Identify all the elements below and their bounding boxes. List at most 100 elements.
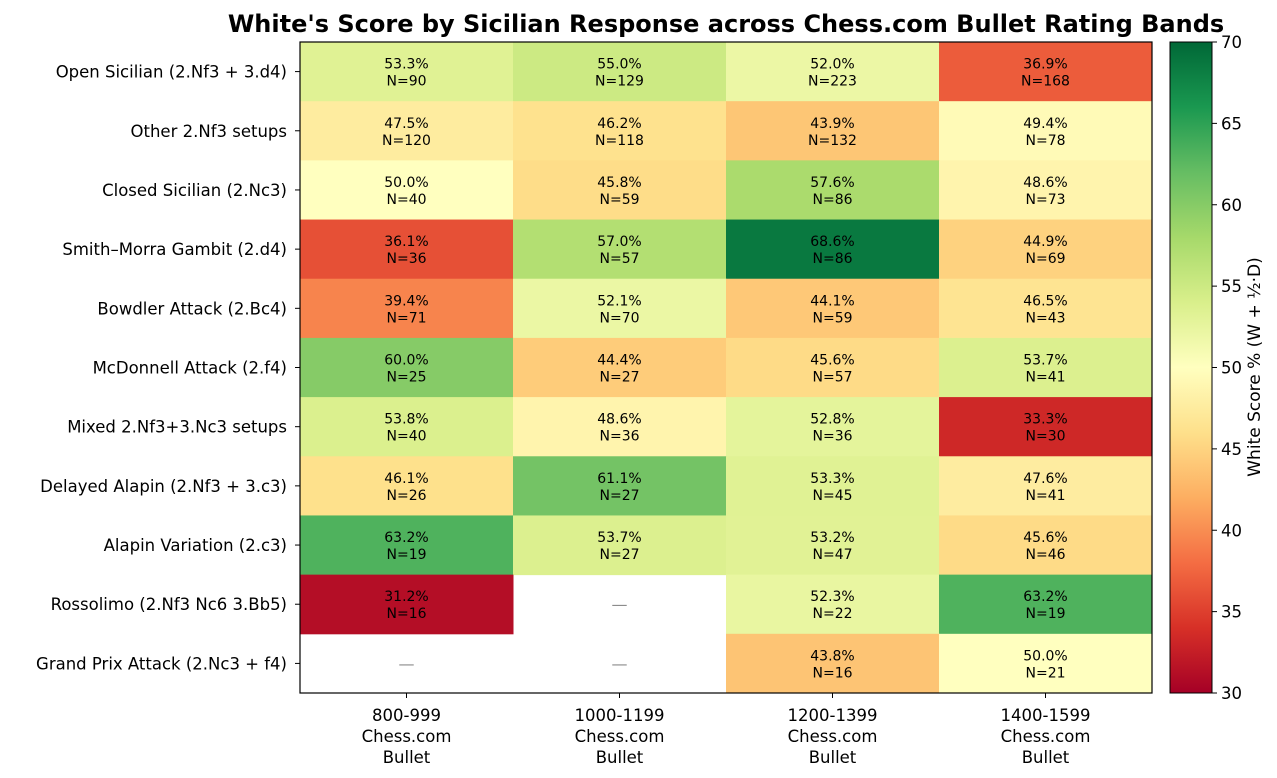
heatmap-cell — [513, 219, 727, 280]
cell-value-label: 55.0% — [597, 57, 641, 73]
cell-value-label: 45.6% — [810, 353, 854, 369]
heatmap-cell — [300, 337, 514, 398]
column-label: 800-999 Chess.com Bullet — [362, 706, 452, 767]
heatmap-cell — [726, 633, 940, 694]
cell-value-label: 48.6% — [597, 412, 641, 428]
cell-value-label: 48.6% — [1023, 175, 1067, 191]
cell-value-label: 52.0% — [810, 57, 854, 73]
cell-value-label: 57.6% — [810, 175, 854, 191]
cell-count-label: N=78 — [1025, 133, 1065, 149]
heatmap-cell — [726, 42, 940, 102]
heatmap-cell — [513, 160, 727, 221]
cell-count-label: N=40 — [386, 429, 426, 445]
row-label: Mixed 2.Nf3+3.Nc3 setups — [67, 418, 287, 437]
heatmap-cell — [939, 574, 1153, 635]
cell-count-label: N=27 — [599, 488, 639, 504]
cell-count-label: N=86 — [812, 192, 852, 208]
cell-value-label: 53.3% — [810, 471, 854, 487]
heatmap-cell — [300, 101, 514, 161]
column-label: 1200-1399 Chess.com Bullet — [788, 706, 878, 767]
cell-count-label: N=57 — [599, 251, 639, 267]
column-labels: 800-999 Chess.com Bullet 1000-1199 Chess.com… — [362, 693, 1091, 767]
row-label: Smith–Morra Gambit (2.d4) — [62, 240, 287, 259]
cell-value-label: 46.5% — [1023, 293, 1067, 309]
row-label: Closed Sicilian (2.Nc3) — [102, 181, 287, 200]
heatmap-cell — [939, 397, 1153, 457]
column-label-line: Bullet — [596, 748, 644, 767]
cell-value-label: 31.2% — [384, 589, 428, 605]
cell-count-label: N=223 — [808, 74, 857, 90]
cell-value-label: 46.2% — [597, 116, 641, 132]
row-label: Bowdler Attack (2.Bc4) — [97, 299, 287, 318]
heatmap-cell — [939, 515, 1153, 576]
heatmap-cell — [300, 278, 514, 339]
heatmap-cell — [300, 456, 514, 516]
heatmap-cell — [300, 160, 514, 221]
cell-value-label: 43.9% — [810, 116, 854, 132]
cell-value-label: 53.2% — [810, 530, 854, 546]
cell-count-label: N=30 — [1025, 429, 1065, 445]
heatmap-cell — [726, 278, 940, 339]
heatmap-cell — [513, 515, 727, 576]
heatmap-cell — [726, 101, 940, 161]
cell-value-label: 60.0% — [384, 353, 428, 369]
heatmap-cell — [726, 160, 940, 221]
cell-count-label: N=129 — [595, 74, 644, 90]
colorbar-ticks: 30 35 40 45 50 55 60 65 70 — [1212, 33, 1242, 703]
cell-count-label: N=71 — [386, 310, 426, 326]
colorbar-tick-label: 35 — [1221, 603, 1242, 622]
cell-count-label: N=16 — [812, 665, 852, 681]
column-label-line: Bullet — [809, 748, 857, 767]
heatmap-cell — [300, 219, 514, 280]
cell-value-label: 52.3% — [810, 589, 854, 605]
cell-count-label: N=59 — [812, 310, 852, 326]
cell-value-label: 52.1% — [597, 293, 641, 309]
cell-count-label: N=36 — [386, 251, 426, 267]
cell-value-label: 45.6% — [1023, 530, 1067, 546]
heatmap-cell — [939, 278, 1153, 339]
cell-value-label: 61.1% — [597, 471, 641, 487]
cell-count-label: N=40 — [386, 192, 426, 208]
heatmap-cell — [726, 515, 940, 576]
row-label: Alapin Variation (2.c3) — [104, 536, 287, 555]
cell-value-label: 39.4% — [384, 293, 428, 309]
colorbar-tick-label: 65 — [1221, 114, 1242, 133]
cell-value-label: 63.2% — [1023, 589, 1067, 605]
heatmap-cell — [513, 397, 727, 457]
column-label-line: 800-999 — [372, 706, 441, 725]
cell-value-label: 44.4% — [597, 353, 641, 369]
column-label-line: 1400-1599 — [1001, 706, 1091, 725]
cell-count-label: N=16 — [386, 606, 426, 622]
heatmap-cell — [513, 337, 727, 398]
heatmap-cell — [300, 515, 514, 576]
cell-count-label: N=90 — [386, 74, 426, 90]
cell-value-label: 45.8% — [597, 175, 641, 191]
row-label: Grand Prix Attack (2.Nc3 + f4) — [36, 654, 287, 673]
heatmap-cell — [939, 101, 1153, 161]
colorbar-tick-label: 45 — [1221, 440, 1242, 459]
cell-count-label: N=41 — [1025, 370, 1065, 386]
cell-count-label: N=27 — [599, 370, 639, 386]
cell-count-label: N=46 — [1025, 547, 1065, 563]
heatmap-cell — [300, 397, 514, 457]
cell-count-label: N=25 — [386, 370, 426, 386]
column-label-line: Chess.com — [362, 727, 452, 746]
cell-value-label: 49.4% — [1023, 116, 1067, 132]
cell-count-label: N=45 — [812, 488, 852, 504]
cell-count-label: N=132 — [808, 133, 857, 149]
cell-value-label: 52.8% — [810, 412, 854, 428]
cell-count-label: N=43 — [1025, 310, 1065, 326]
heatmap-cell — [726, 456, 940, 516]
heatmap-cell — [513, 101, 727, 161]
cell-count-label: N=86 — [812, 251, 852, 267]
cell-value-label: 36.9% — [1023, 57, 1067, 73]
heatmap-cells: 53.3%N=9055.0%N=12952.0%N=22336.9%N=1684… — [300, 42, 1153, 694]
cell-value-label: 57.0% — [597, 234, 641, 250]
colorbar — [1169, 41, 1213, 694]
cell-value-label: 36.1% — [384, 234, 428, 250]
cell-count-label: N=118 — [595, 133, 644, 149]
cell-value-label: 50.0% — [1023, 648, 1067, 664]
heatmap-cell — [300, 42, 514, 102]
cell-value-label: 47.5% — [384, 116, 428, 132]
